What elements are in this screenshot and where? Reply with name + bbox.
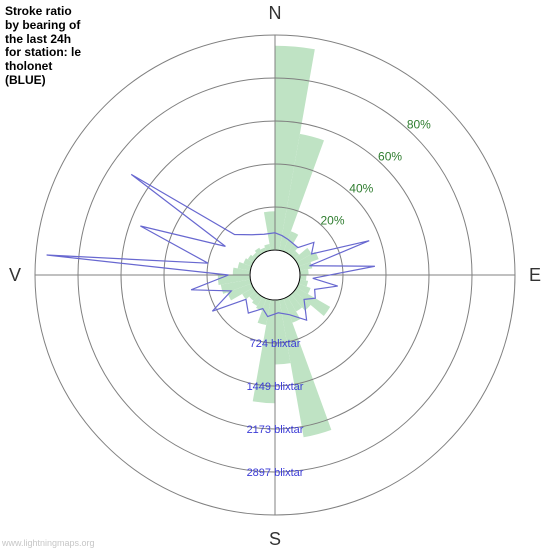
percent-label: 40%: [349, 182, 373, 196]
compass-label-n: N: [269, 3, 282, 23]
percent-label: 60%: [378, 150, 402, 164]
compass-label-v: V: [9, 265, 21, 285]
attribution-label: www.lightningmaps.org: [2, 538, 95, 548]
blixtar-label: 2173 blixtar: [247, 424, 304, 436]
blixtar-label: 724 blixtar: [250, 338, 301, 350]
polar-chart: 20% 40% 60% 80% 724 blixtar 1449 blixtar 2173 …: [0, 0, 550, 550]
center-hole: [250, 250, 300, 300]
percent-label: 80%: [407, 118, 431, 132]
blixtar-label: 2897 blixtar: [247, 467, 304, 479]
compass-label-s: S: [269, 529, 281, 549]
blixtar-label: 1449 blixtar: [247, 381, 304, 393]
percent-label: 20%: [321, 213, 345, 227]
chart-title: Stroke ratio by bearing of the last 24h …: [5, 5, 81, 88]
compass-label-e: E: [529, 265, 541, 285]
